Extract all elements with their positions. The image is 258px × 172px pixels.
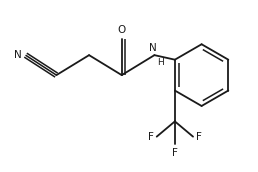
Text: N: N: [149, 43, 156, 53]
Text: O: O: [118, 25, 126, 35]
Text: N: N: [14, 50, 22, 60]
Text: H: H: [158, 58, 164, 67]
Text: F: F: [148, 132, 154, 142]
Text: F: F: [196, 132, 202, 142]
Text: F: F: [172, 148, 178, 158]
